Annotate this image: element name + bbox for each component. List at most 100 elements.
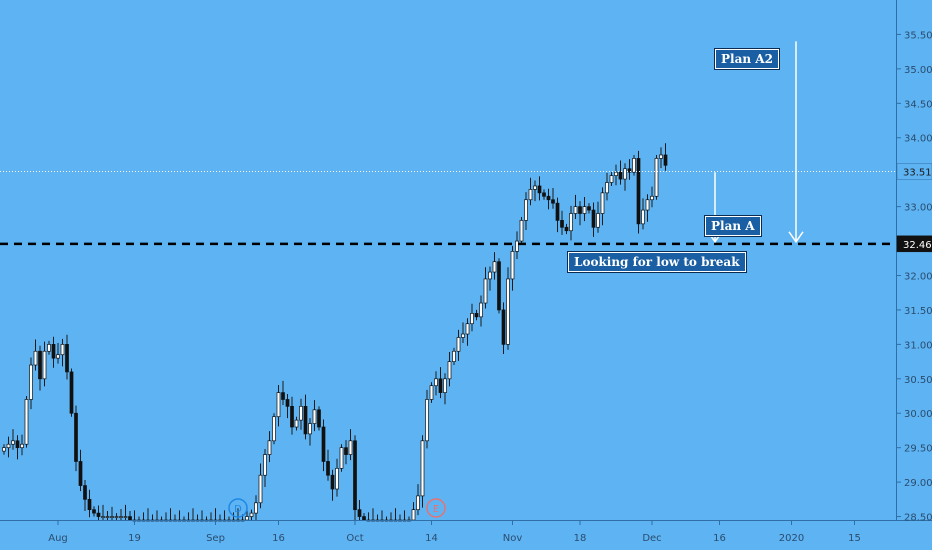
- candle-body: [267, 440, 272, 455]
- candle-body: [416, 495, 420, 511]
- candle-body: [303, 406, 308, 435]
- candle-body: [78, 461, 83, 486]
- candle-body: [101, 516, 105, 518]
- candle-body: [596, 213, 600, 228]
- candle-body: [551, 199, 555, 204]
- y-tick-label: 34.00: [904, 134, 932, 145]
- candle-body: [339, 447, 344, 469]
- x-axis[interactable]: Aug 19 Sep 16 Oct 14 Nov 18 Dec 16 2020 15: [48, 520, 861, 544]
- x-tick-label: 19: [128, 533, 141, 544]
- y-tick-label: 35.00: [904, 65, 932, 76]
- x-tick-label: Dec: [642, 533, 661, 544]
- x-tick-label: 14: [425, 533, 438, 544]
- candle-body: [627, 168, 632, 173]
- candle-body: [470, 313, 474, 325]
- candle-body: [623, 168, 627, 180]
- candle-body: [663, 154, 668, 166]
- candle-body: [29, 364, 33, 400]
- event-marker-e[interactable]: E: [426, 498, 446, 518]
- annotation-note-3[interactable]: Looking for low to break: [567, 251, 747, 273]
- y-tick-label: 33.00: [904, 203, 932, 214]
- candle-body: [96, 512, 101, 517]
- candle-body: [312, 409, 317, 424]
- candle-body: [56, 354, 60, 359]
- candle-body: [524, 199, 528, 221]
- candle-body: [618, 171, 623, 180]
- y-tick-label: 31.00: [904, 340, 932, 351]
- candle-body: [348, 440, 353, 455]
- candle-body: [321, 426, 326, 462]
- candle-body: [69, 371, 74, 414]
- candle-body: [11, 440, 15, 445]
- annotation-note-1[interactable]: Plan A2: [714, 48, 780, 70]
- candle-body: [330, 474, 335, 490]
- candle-body: [519, 220, 524, 242]
- candle-body: [281, 392, 285, 400]
- candle-body: [641, 209, 645, 225]
- y-tick-label: 31.50: [904, 306, 932, 317]
- candle-body: [128, 516, 132, 521]
- candle-body: [605, 182, 609, 194]
- candle-body: [276, 392, 281, 418]
- candle-body: [501, 309, 506, 345]
- candle-body: [609, 175, 614, 183]
- svg-text:D: D: [234, 504, 242, 515]
- candle-body: [506, 278, 510, 345]
- candle-body: [254, 502, 258, 514]
- candle-body: [488, 271, 492, 280]
- svg-text:32.46: 32.46: [903, 240, 932, 251]
- price-tags: 33.51 32.46: [896, 163, 932, 253]
- candle-body: [357, 509, 362, 517]
- candle-body: [299, 406, 303, 421]
- plan-a2-arrow[interactable]: [788, 41, 804, 244]
- candle-body: [15, 440, 20, 449]
- svg-text:33.51: 33.51: [903, 167, 932, 178]
- candle-body: [47, 344, 51, 352]
- candle-body: [443, 378, 447, 393]
- candle-body: [294, 419, 299, 428]
- candle-body: [317, 409, 321, 428]
- candle-body: [60, 344, 65, 356]
- candle-body: [542, 192, 546, 197]
- x-tick-label: 18: [574, 533, 587, 544]
- candle-body: [290, 406, 294, 428]
- candle-body: [582, 206, 587, 214]
- candle-body: [353, 440, 357, 511]
- candle-body: [335, 467, 339, 490]
- annotation-note-2[interactable]: Plan A: [704, 215, 762, 237]
- candle-body: [434, 378, 438, 387]
- candle-body: [344, 447, 348, 455]
- candle-body: [92, 509, 96, 514]
- y-tick-label: 29.50: [904, 444, 932, 455]
- svg-text:E: E: [433, 504, 439, 515]
- candle-body: [33, 350, 38, 366]
- candle-body: [114, 516, 119, 518]
- candle-body: [600, 192, 605, 214]
- candle-body: [533, 185, 537, 190]
- event-marker-d[interactable]: D: [228, 498, 248, 518]
- x-tick-label: Sep: [206, 533, 225, 544]
- y-tick-label: 32.00: [904, 271, 932, 282]
- x-tick-label: 16: [713, 533, 726, 544]
- candle-body: [474, 313, 479, 318]
- candle-body: [119, 516, 123, 518]
- x-tick-label: 15: [848, 533, 861, 544]
- y-tick-label: 30.50: [904, 375, 932, 386]
- candle-body: [308, 423, 312, 435]
- candle-body: [42, 350, 47, 380]
- candle-body: [510, 251, 515, 280]
- candle-body: [362, 516, 366, 521]
- candle-body: [492, 261, 497, 273]
- candle-body: [479, 302, 483, 318]
- candle-body: [573, 206, 578, 214]
- y-tick-label: 29.00: [904, 478, 932, 489]
- y-tick-label: 35.50: [904, 30, 932, 41]
- candle-body: [587, 206, 591, 211]
- candle-body: [74, 412, 78, 462]
- candle-body: [564, 226, 569, 232]
- candle-body: [249, 512, 254, 517]
- candle-body: [411, 509, 416, 521]
- candle-body: [614, 171, 618, 176]
- candle-body: [560, 220, 564, 228]
